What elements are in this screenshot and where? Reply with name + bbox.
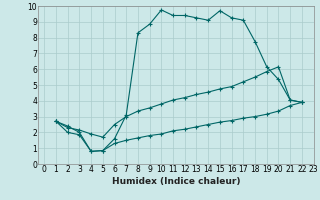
X-axis label: Humidex (Indice chaleur): Humidex (Indice chaleur) [112, 177, 240, 186]
